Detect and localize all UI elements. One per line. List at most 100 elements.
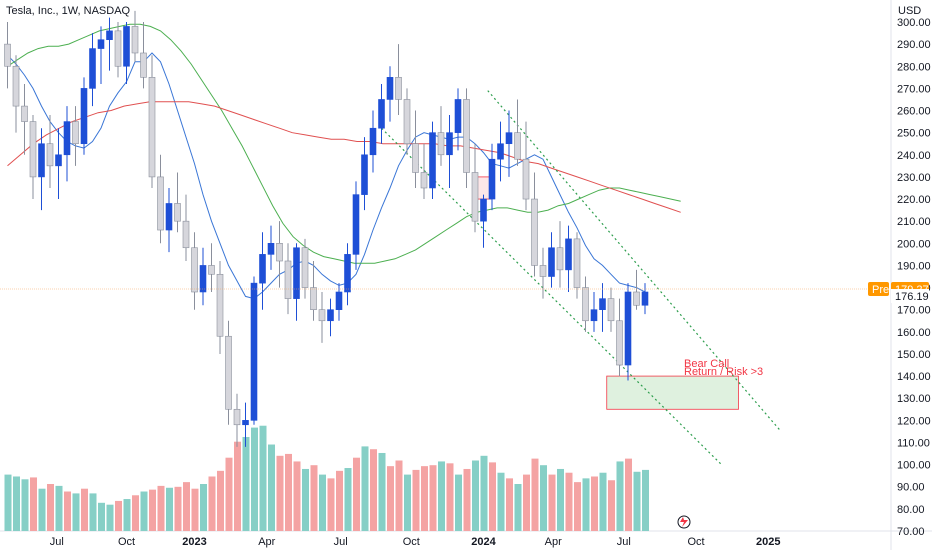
replay-icon[interactable] (677, 515, 691, 529)
time-axis[interactable]: Jul Oct 2023 Apr Jul Oct 2024 Apr Jul Oct 2025 (50, 536, 781, 548)
y-tick-label: 270.00 (897, 83, 931, 95)
candle-body (267, 243, 275, 255)
ma-blue-line (7, 52, 646, 300)
candle-body (148, 77, 156, 178)
volume-bar (55, 485, 63, 531)
volume-bar (302, 468, 309, 531)
y-tick-label: 120.00 (897, 415, 931, 427)
candle-body (4, 43, 11, 67)
candle-body (488, 158, 496, 200)
volume-bar (565, 472, 573, 531)
volume-bar (506, 478, 513, 531)
candle-body (454, 99, 462, 133)
candle-body (471, 172, 479, 222)
x-tick-label: 2024 (471, 536, 496, 548)
y-tick-label: 300.00 (897, 17, 931, 29)
volume-bar (285, 453, 292, 531)
candle-body (72, 121, 79, 145)
volume-bar (21, 479, 29, 531)
candle-body (327, 309, 334, 322)
moving-averages (7, 23, 681, 300)
volume-bar (89, 493, 97, 531)
candle-body (301, 247, 309, 288)
candle-body (97, 39, 105, 49)
volume-bar (489, 462, 496, 531)
y-tick-label: 90.00 (897, 482, 925, 494)
volume-bar (242, 437, 250, 531)
volume-bar (378, 452, 386, 531)
last-price-tag: 176.19 (891, 289, 929, 303)
candle-body (582, 287, 589, 322)
candle-body (480, 198, 487, 222)
candle-body (63, 121, 71, 156)
candle-body (89, 48, 96, 89)
volume-bar (38, 488, 46, 531)
candle-body (21, 105, 28, 122)
last-value: 176.19 (895, 291, 929, 303)
volume-bar (208, 476, 216, 531)
volume-bar (497, 472, 505, 531)
volume-bar (115, 500, 122, 531)
candle-body (369, 127, 377, 156)
x-tick-label: Oct (118, 536, 135, 548)
volume-bar (429, 465, 437, 531)
volume-bar (336, 470, 343, 531)
volume-bar (582, 478, 590, 531)
x-tick-label: Jul (50, 536, 64, 548)
candle-body (590, 309, 598, 322)
volume-bar (72, 493, 80, 531)
candle-body (395, 77, 402, 100)
volume-bar (395, 460, 403, 531)
candle-body (114, 30, 122, 67)
candle-body (199, 265, 207, 293)
candle-body (123, 26, 130, 67)
volume-bar (472, 460, 479, 531)
volume-bar (642, 469, 649, 531)
candle-body (225, 335, 232, 410)
volume-bar (523, 474, 530, 531)
volume-bar (149, 489, 156, 531)
candle-body (565, 238, 572, 271)
x-tick-label: Jul (617, 536, 631, 548)
price-axis[interactable]: 70.00 80.00 90.00 100.00 110.00 120.00 130.00 1… (897, 17, 931, 538)
x-tick-label: Apr (545, 536, 562, 548)
candle-body (335, 291, 343, 310)
candle-body (616, 320, 623, 366)
candle-body (284, 260, 292, 299)
candle-body (599, 298, 606, 310)
volume-bar (251, 427, 258, 531)
candle-body (106, 30, 113, 41)
y-tick-label: 70.00 (897, 526, 925, 538)
y-tick-label: 160.00 (897, 327, 931, 339)
chart-title: Tesla, Inc., 1W, NASDAQ (6, 5, 131, 17)
candle-body (310, 287, 317, 310)
volume-bar (106, 504, 114, 531)
candle-body (276, 243, 283, 262)
volume-bar (81, 488, 88, 531)
volume-bar (344, 468, 352, 531)
volume-bar (4, 474, 12, 531)
y-tick-label: 110.00 (897, 437, 930, 449)
candle-body (182, 220, 190, 249)
candle-body (412, 143, 419, 173)
candle-body (437, 132, 445, 156)
pre-label: Pre (872, 284, 889, 296)
volume-bar (259, 425, 267, 531)
volume-bar (625, 458, 632, 531)
x-tick-label: 2025 (756, 536, 780, 548)
candle-body (259, 254, 266, 284)
candle-body (403, 99, 411, 145)
candle-body (556, 247, 564, 271)
volume-bar (234, 441, 241, 531)
volume-bar (633, 471, 641, 531)
volume-bar (412, 469, 420, 531)
volume-bar (64, 491, 71, 531)
candle-body (38, 143, 45, 178)
candle-body (573, 238, 581, 288)
candle-body (505, 132, 513, 145)
candle-body (607, 298, 615, 322)
volume-bars (4, 425, 649, 531)
candle-body (344, 254, 351, 293)
volume-bar (310, 465, 318, 531)
